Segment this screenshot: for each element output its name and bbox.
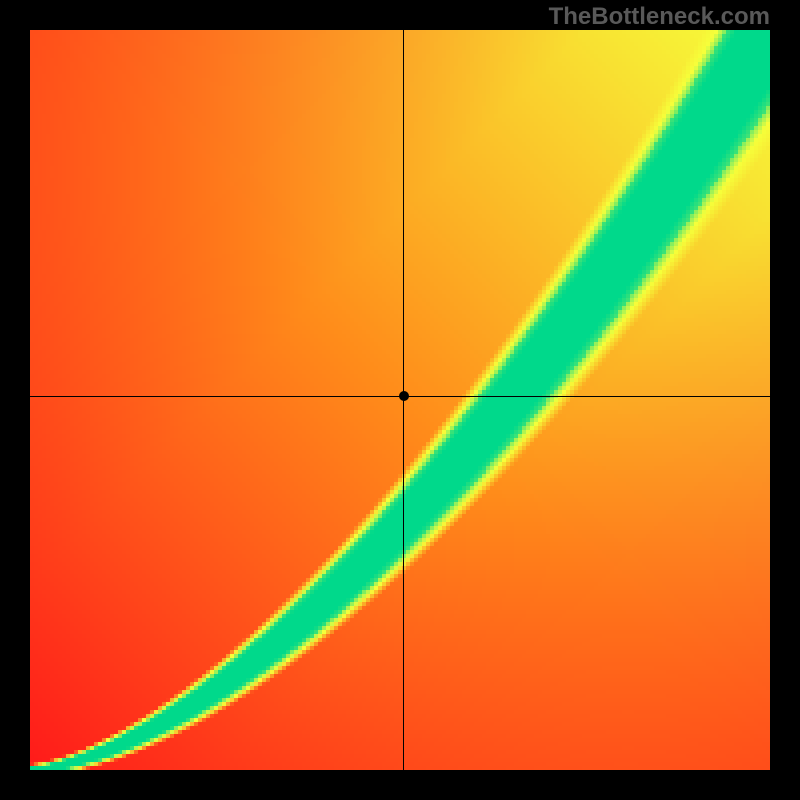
watermark-text: TheBottleneck.com: [549, 3, 770, 31]
chart-container: TheBottleneck.com: [0, 0, 800, 800]
crosshair-marker-dot: [399, 391, 409, 401]
